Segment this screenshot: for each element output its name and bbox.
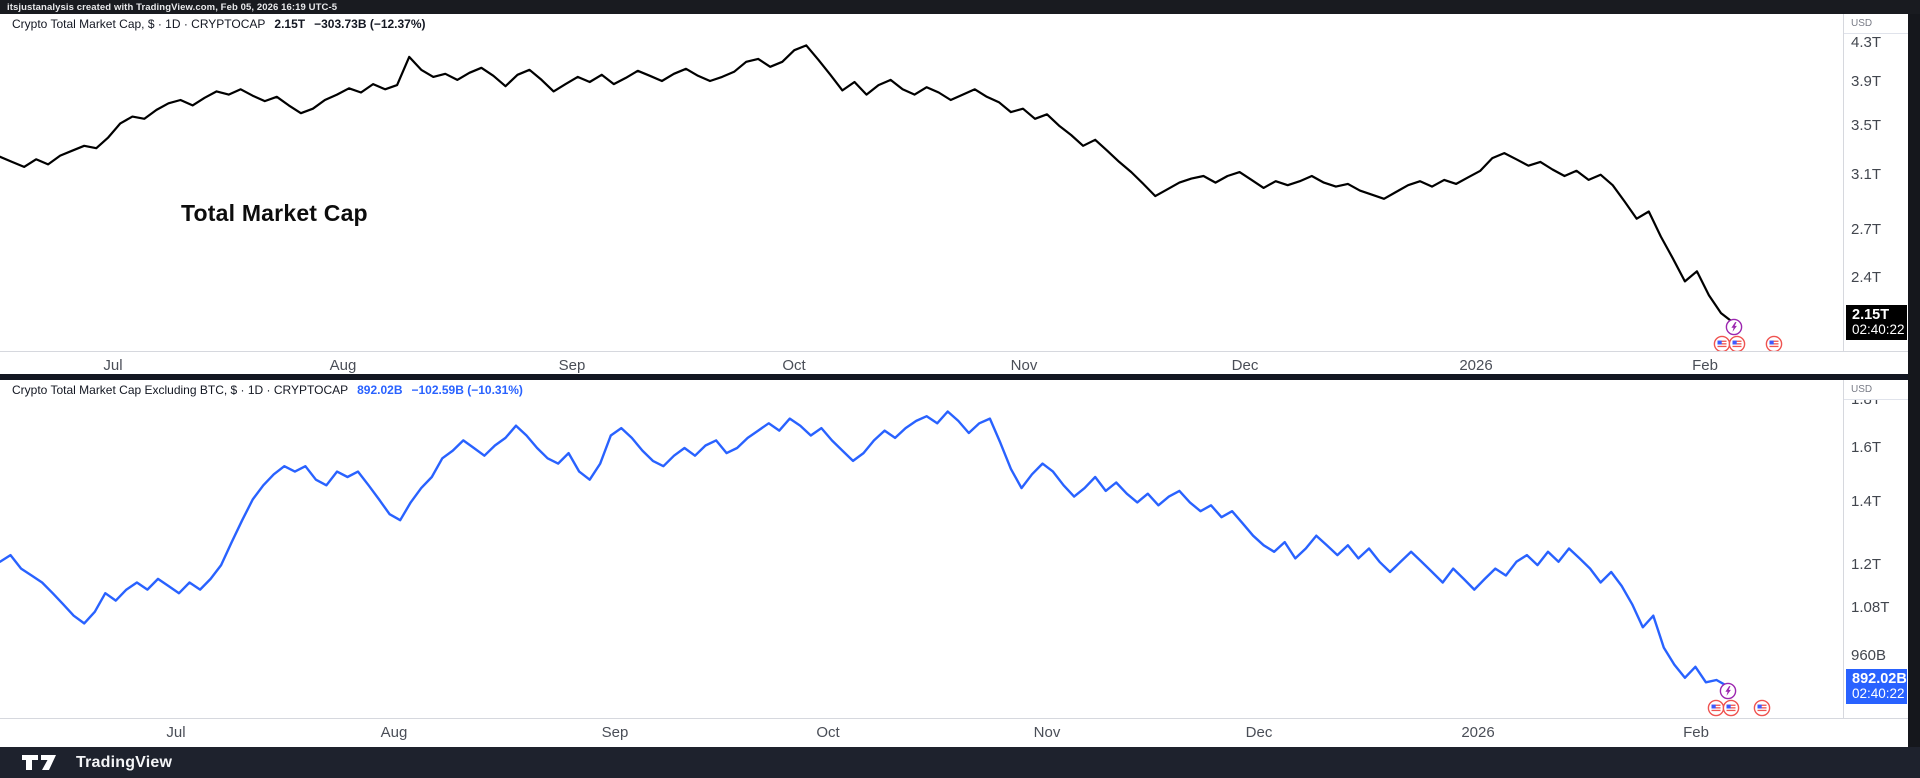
- series-title: Crypto Total Market Cap Excluding BTC, $…: [12, 383, 349, 397]
- last-price-value: 2.15T: [1852, 307, 1890, 323]
- event-markers: [0, 380, 1920, 747]
- us-economic-event-icon[interactable]: [1753, 699, 1771, 717]
- time-tick-dec: Dec: [1245, 724, 1273, 741]
- us-economic-event-icon[interactable]: [1728, 335, 1746, 353]
- price-scale-currency: USD: [1844, 14, 1909, 34]
- time-tick-2026: 2026: [1461, 724, 1495, 741]
- time-tick-oct: Oct: [816, 724, 840, 741]
- us-economic-event-icon[interactable]: [1765, 335, 1783, 353]
- time-tick-jul: Jul: [166, 724, 186, 741]
- price-tick: 1.4T: [1851, 493, 1882, 510]
- series-last-value: 2.15T: [274, 17, 306, 31]
- time-tick-nov: Nov: [1010, 357, 1038, 374]
- price-tick: 3.1T: [1851, 166, 1882, 183]
- time-tick-feb: Feb: [1683, 724, 1709, 741]
- bar-countdown: 02:40:22: [1852, 686, 1905, 701]
- price-scale-currency: USD: [1844, 380, 1909, 400]
- price-tick: 2.4T: [1851, 269, 1882, 286]
- total-market-cap-line-chart[interactable]: [0, 14, 1843, 351]
- price-tick: 3.9T: [1851, 73, 1882, 90]
- series-change: −303.73B (−12.37%): [314, 17, 426, 31]
- series-last-value: 892.02B: [357, 383, 403, 397]
- time-tick-jul: Jul: [103, 357, 123, 374]
- price-tick: 2.7T: [1851, 221, 1882, 238]
- crypto-event-icon[interactable]: [1719, 682, 1737, 700]
- event-markers: [0, 14, 1920, 374]
- us-economic-event-icon[interactable]: [1722, 699, 1740, 717]
- tradingview-attribution-bar: TradingView: [0, 747, 1920, 778]
- last-price-value: 892.02B: [1852, 671, 1907, 687]
- total-market-cap-text-annotation[interactable]: Total Market Cap: [181, 200, 368, 226]
- price-tick: 1.08T: [1851, 599, 1890, 616]
- bar-countdown: 02:40:22: [1852, 322, 1905, 337]
- price-tick: 1.2T: [1851, 556, 1882, 573]
- price-scale[interactable]: USD 4.3T3.9T3.5T3.1T2.7T2.4T2.2T 2.15T 0…: [1843, 14, 1909, 374]
- time-tick-dec: Dec: [1231, 357, 1259, 374]
- series-title: Crypto Total Market Cap, $ · 1D · CRYPTO…: [12, 17, 266, 31]
- crypto-event-icon[interactable]: [1725, 318, 1743, 336]
- time-tick-oct: Oct: [782, 357, 806, 374]
- last-price-tag: 892.02B 02:40:22: [1846, 669, 1907, 704]
- time-axis[interactable]: Jul Aug Sep Oct Nov Dec 2026 Feb: [0, 351, 1908, 374]
- time-tick-aug: Aug: [329, 357, 357, 374]
- price-tick: 4.3T: [1851, 34, 1882, 51]
- price-tick: 960B: [1851, 647, 1887, 664]
- time-tick-feb: Feb: [1692, 357, 1718, 374]
- credit-text: itsjustanalysis created with TradingView…: [7, 1, 338, 13]
- series-legend[interactable]: Crypto Total Market Cap Excluding BTC, $…: [12, 383, 523, 397]
- chart-panel-altcoin-market-cap: Crypto Total Market Cap Excluding BTC, $…: [0, 380, 1920, 747]
- chart-panel-total-market-cap: Crypto Total Market Cap, $ · 1D · CRYPTO…: [0, 14, 1920, 374]
- altcoin-market-cap-line-chart[interactable]: [0, 380, 1843, 718]
- last-price-tag: 2.15T 02:40:22: [1846, 305, 1907, 340]
- series-legend[interactable]: Crypto Total Market Cap, $ · 1D · CRYPTO…: [12, 17, 426, 31]
- time-tick-sep: Sep: [601, 724, 629, 741]
- time-axis[interactable]: Jul Aug Sep Oct Nov Dec 2026 Feb: [0, 718, 1908, 747]
- credit-bar: itsjustanalysis created with TradingView…: [0, 0, 1920, 14]
- right-edge-strip: [1908, 14, 1920, 747]
- pane-divider[interactable]: [0, 374, 1920, 380]
- tradingview-logo-icon[interactable]: [22, 754, 62, 771]
- series-change: −102.59B (−10.31%): [411, 383, 523, 397]
- price-tick: 3.5T: [1851, 117, 1882, 134]
- time-tick-sep: Sep: [558, 357, 586, 374]
- price-tick: 1.6T: [1851, 439, 1882, 456]
- tradingview-brand-text[interactable]: TradingView: [76, 753, 173, 771]
- time-tick-aug: Aug: [380, 724, 408, 741]
- time-tick-2026: 2026: [1459, 357, 1493, 374]
- time-tick-nov: Nov: [1033, 724, 1061, 741]
